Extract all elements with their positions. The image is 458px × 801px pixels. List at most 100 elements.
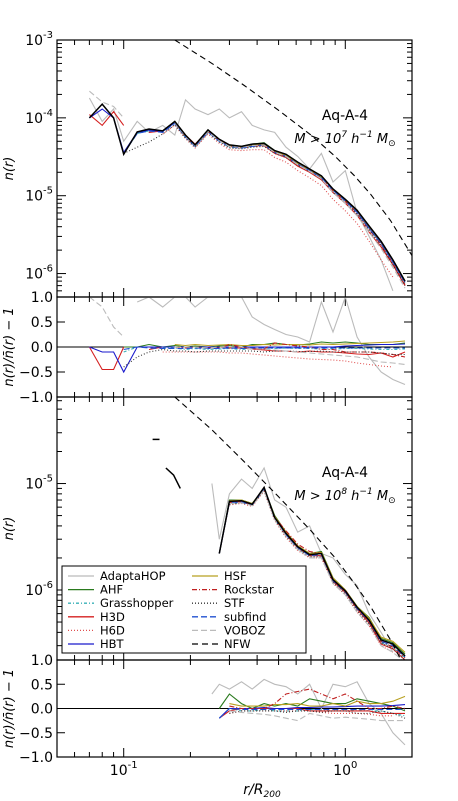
legend-label-nfw: NFW xyxy=(224,637,251,651)
series-line-adaptahop xyxy=(88,97,394,291)
y-tick-label: 0.0 xyxy=(31,340,53,356)
legend-label-voboz: VOBOZ xyxy=(224,623,265,637)
y-tick-base: 10 xyxy=(25,189,43,205)
series-line-stf xyxy=(229,489,406,660)
svg-text:r/R200: r/R200 xyxy=(243,782,281,800)
legend-label-hbt: HBT xyxy=(100,637,125,651)
legend-label-rockstar: Rockstar xyxy=(224,583,274,597)
y-tick-label: −0.5 xyxy=(19,726,53,742)
x-axis-label-text: r/R xyxy=(243,782,263,798)
y-tick-base: 10 xyxy=(25,583,43,599)
series-line-grasshopper xyxy=(218,707,406,719)
y-tick-exponent: -3 xyxy=(43,30,53,41)
bottom-residual-frame xyxy=(56,659,413,758)
series-line-adaptahop xyxy=(211,678,406,746)
top-density-panel: 10-310-410-510-6n(r)Aq-A-4M > 107 h−1 M⊙ xyxy=(2,30,413,298)
series-line-combined xyxy=(88,102,406,282)
series-line-hsf xyxy=(174,121,406,282)
legend-label-subfind: subfind xyxy=(224,610,266,624)
y-tick-label: 10-5 xyxy=(25,186,53,205)
series-line-voboz xyxy=(229,488,404,660)
y-tick-exponent: -6 xyxy=(43,264,53,275)
legend-label-stf: STF xyxy=(224,596,245,610)
y-tick-label: −1.0 xyxy=(19,390,53,406)
series-line-adaptahop xyxy=(136,297,406,386)
x-axis-label-subscript: 200 xyxy=(264,790,281,800)
y-tick-exponent: -6 xyxy=(43,580,53,591)
bottom-residual-y-axis-label: n(r)/n̄(r) − 1 xyxy=(2,669,17,748)
series-line-nfw xyxy=(174,40,412,256)
legend-label-ahf: AHF xyxy=(100,583,123,597)
y-tick-base: 10 xyxy=(25,111,43,127)
series-line-subfind xyxy=(123,122,406,284)
y-tick-exponent: -5 xyxy=(43,186,53,197)
top-density-y-ticks: 10-310-410-510-6 xyxy=(25,30,412,298)
series-line-stf xyxy=(123,123,406,286)
series-line-ahf xyxy=(218,693,406,712)
y-tick-label: 10-4 xyxy=(25,108,53,127)
bottom-density-y-ticks: 10-510-6 xyxy=(25,400,412,647)
y-tick-base: 10 xyxy=(25,33,43,49)
bottom-density-series xyxy=(152,397,406,660)
x-tick-label: 100 xyxy=(333,760,357,779)
top-residual-y-axis-label: n(r)/n̄(r) − 1 xyxy=(2,307,17,386)
series-line-fragment xyxy=(165,467,181,489)
series-line-h6d xyxy=(162,351,393,368)
y-tick-label: 10-6 xyxy=(25,580,53,599)
y-tick-label: 10-3 xyxy=(25,30,53,49)
bottom-residual-panel: 1.00.50.0−0.5−1.0n(r)/n̄(r) − 110-1 100 xyxy=(2,653,413,779)
series-line-hbt xyxy=(218,704,406,719)
bottom-density-mass-annotation: M > 108 h−1 M⊙ xyxy=(294,487,395,506)
legend-label-h3d: H3D xyxy=(100,610,125,624)
top-residual-panel: 1.0 0.5 0.0 −0.5 −1.0n(r)/n̄(r) − 1 xyxy=(2,290,413,406)
bottom-residual-x-ticks xyxy=(56,660,413,757)
bottom-density-title: Aq-A-4 xyxy=(322,465,368,481)
series-line-nfw xyxy=(174,397,402,660)
series-line-hsf xyxy=(229,695,406,707)
bottom-density-y-axis-label: n(r) xyxy=(2,517,17,541)
x-tick-exponent: -1 xyxy=(128,760,138,771)
y-tick-label: 0.0 xyxy=(31,702,53,718)
series-line-voboz xyxy=(89,90,406,289)
x-tick-label: 10-1 xyxy=(110,760,138,779)
top-density-x-ticks xyxy=(56,40,413,297)
y-tick-label: −0.5 xyxy=(19,365,53,381)
y-tick-base: 10 xyxy=(25,477,43,493)
top-residual-series xyxy=(88,297,406,386)
y-tick-label: 0.5 xyxy=(31,677,53,693)
legend-label-adaptahop: AdaptaHOP xyxy=(100,569,166,583)
legend-label-h6d: H6D xyxy=(100,623,125,637)
series-line-grasshopper xyxy=(123,122,406,284)
series-line-subfind xyxy=(123,346,405,351)
x-tick-base: 10 xyxy=(110,763,128,779)
y-tick-label: 0.5 xyxy=(31,315,53,331)
y-tick-label: 1.0 xyxy=(31,653,53,669)
bottom-density-panel: 10-510-6n(r)Aq-A-4M > 108 h−1 M⊙AdaptaHO… xyxy=(2,396,413,661)
series-line-rockstar xyxy=(229,688,406,710)
top-density-title: Aq-A-4 xyxy=(322,108,368,124)
bottom-residual-y-ticks: 1.0 0.5 0.0 −0.5 −1.0 xyxy=(19,653,412,766)
series-line-combined xyxy=(218,485,406,657)
legend-label-hsf: HSF xyxy=(224,569,247,583)
series-line-h3d xyxy=(88,346,406,371)
y-tick-label: 1.0 xyxy=(31,290,53,306)
y-tick-label: 10-6 xyxy=(25,264,53,283)
x-tick-base: 10 xyxy=(333,763,351,779)
x-tick-exponent: 0 xyxy=(351,760,357,771)
x-axis-label: r/R200 xyxy=(243,782,281,800)
top-density-series xyxy=(88,40,412,291)
y-tick-base: 10 xyxy=(25,267,43,283)
bottom-residual-series xyxy=(211,678,406,746)
series-line-h6d xyxy=(162,124,394,278)
y-tick-label: −1.0 xyxy=(19,750,53,766)
top-density-y-axis-label: n(r) xyxy=(2,157,17,181)
y-tick-label: 10-5 xyxy=(25,474,53,493)
series-line-adaptahop xyxy=(211,466,394,653)
y-tick-exponent: -5 xyxy=(43,474,53,485)
y-tick-exponent: -4 xyxy=(43,108,53,119)
series-line-subfind xyxy=(218,707,405,719)
legend-label-grasshopper: Grasshopper xyxy=(100,596,174,610)
legend-frame xyxy=(61,565,307,654)
